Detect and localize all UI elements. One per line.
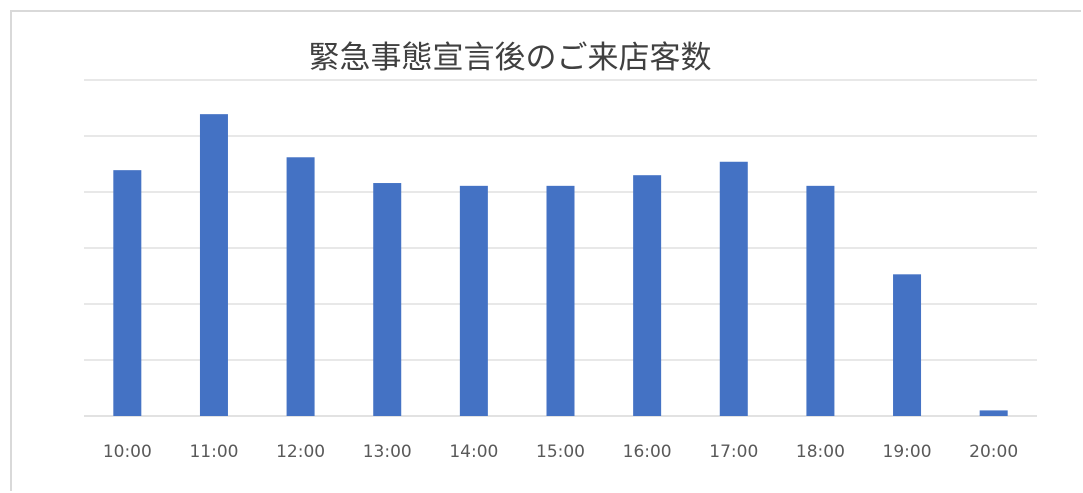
bar-1500 <box>546 185 575 416</box>
bar-1900 <box>893 274 922 416</box>
bar-1000 <box>113 170 142 416</box>
x-axis-tick-labels: 10:00 11:00 12:00 13:00 14:00 15:00 16:00 17:00… <box>103 442 1018 462</box>
bar-1800 <box>806 185 835 416</box>
bar-2000 <box>979 410 1008 416</box>
x-tick-label: 20:00 <box>969 442 1018 462</box>
x-tick-label: 14:00 <box>449 442 498 462</box>
x-tick-label: 11:00 <box>189 442 238 462</box>
x-tick-label: 19:00 <box>883 442 932 462</box>
x-tick-label: 15:00 <box>536 442 585 462</box>
x-tick-label: 13:00 <box>363 442 412 462</box>
x-tick-label: 17:00 <box>709 442 758 462</box>
x-tick-label: 10:00 <box>103 442 152 462</box>
bar-1700 <box>719 161 748 416</box>
bars <box>113 114 1008 416</box>
bar-1100 <box>199 114 228 416</box>
chart-title: 緊急事態宣言後のご来店客数 <box>309 40 712 76</box>
bar-1200 <box>286 157 315 416</box>
x-tick-label: 12:00 <box>276 442 325 462</box>
bar-1300 <box>373 183 402 416</box>
bar-1400 <box>459 185 488 416</box>
x-tick-label: 16:00 <box>623 442 672 462</box>
x-tick-label: 18:00 <box>796 442 845 462</box>
bar-1600 <box>633 175 662 416</box>
